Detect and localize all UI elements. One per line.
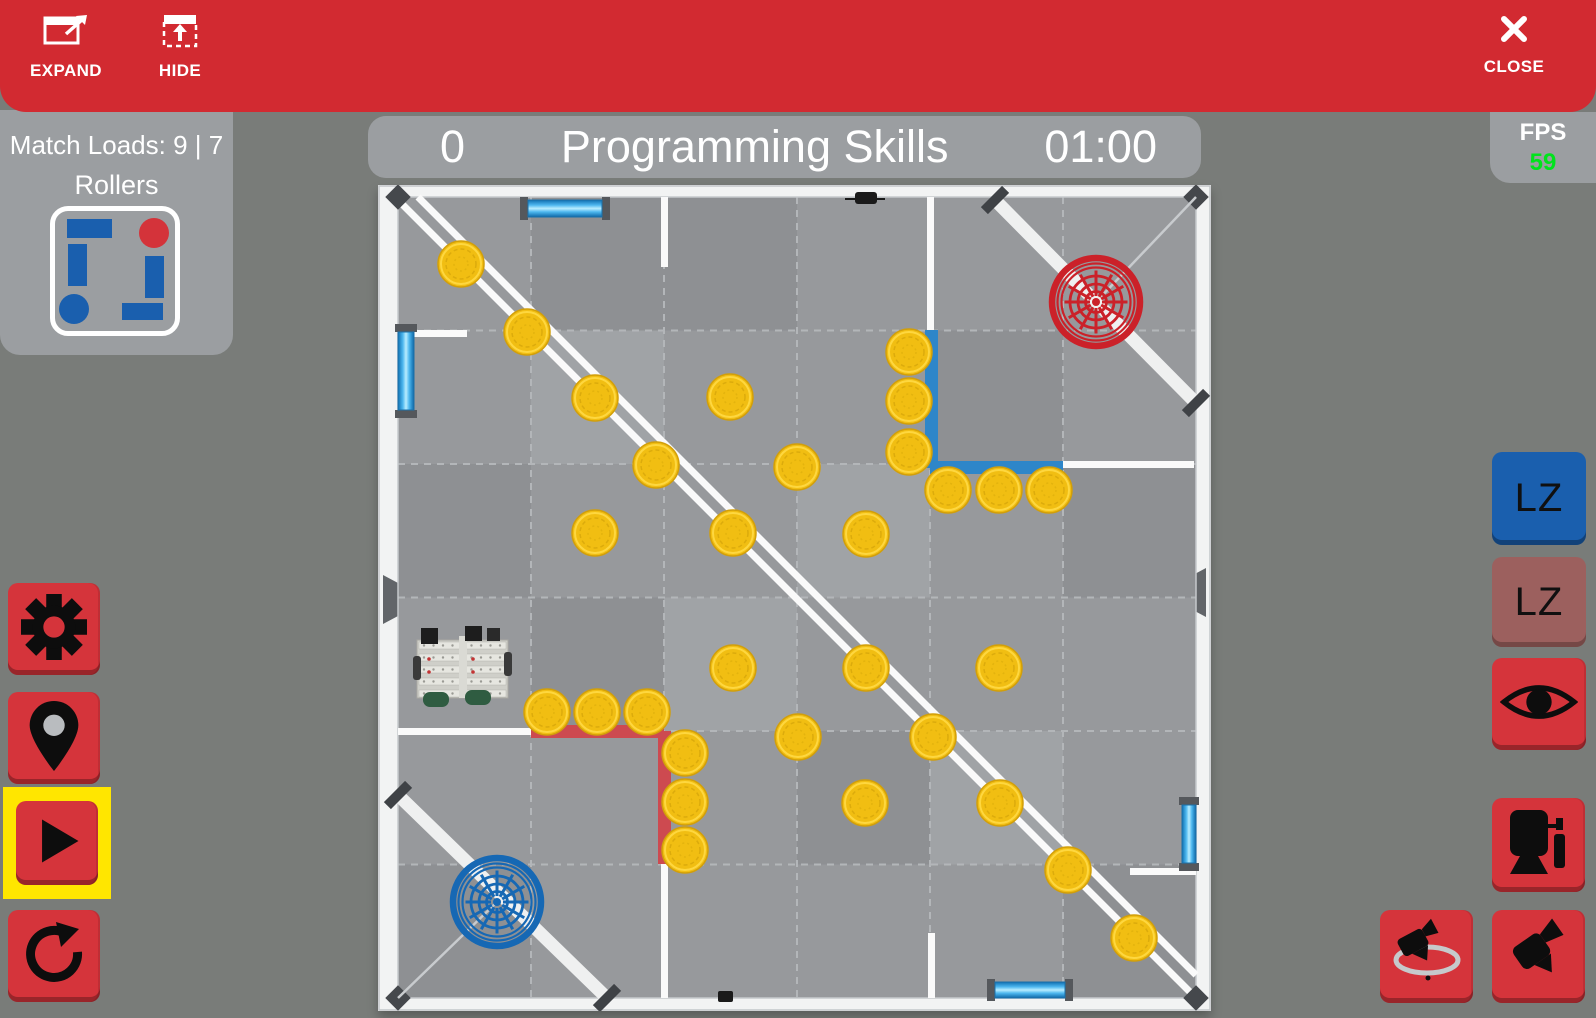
roller-status-bar bbox=[68, 244, 87, 286]
close-icon bbox=[1498, 13, 1530, 50]
expand-label: EXPAND bbox=[30, 61, 102, 80]
roller-status-bar bbox=[67, 219, 112, 238]
goal-status-dot bbox=[59, 294, 89, 324]
hide-button[interactable]: HIDE bbox=[140, 13, 220, 81]
reset-button[interactable] bbox=[8, 910, 100, 1002]
match-info-panel: Match Loads: 9 | 7 Rollers bbox=[0, 110, 233, 355]
play-button-highlight bbox=[3, 787, 111, 899]
fps-value: 59 bbox=[1529, 149, 1557, 176]
settings-button[interactable] bbox=[8, 583, 100, 675]
fps-panel: FPS 59 bbox=[1490, 112, 1596, 183]
roller-status-bar bbox=[145, 256, 164, 298]
expand-button[interactable]: EXPAND bbox=[24, 13, 108, 81]
hide-panel-icon bbox=[160, 13, 200, 54]
free-camera-button[interactable] bbox=[1492, 910, 1585, 1003]
reset-icon bbox=[22, 921, 86, 991]
rollers-label: Rollers bbox=[74, 170, 159, 200]
game-field-viewport[interactable] bbox=[378, 184, 1211, 1013]
visibility-button[interactable] bbox=[1492, 658, 1586, 750]
lz-blue-label: LZ bbox=[1514, 476, 1564, 520]
goal-status-dot bbox=[139, 218, 169, 248]
set-position-button[interactable] bbox=[8, 692, 100, 784]
screen-view-button[interactable] bbox=[1492, 798, 1585, 892]
match-title: Programming Skills bbox=[560, 121, 949, 172]
match-timer: 01:00 bbox=[1044, 121, 1157, 172]
match-loads-text: Match Loads: 9 | 7 bbox=[9, 130, 224, 160]
loading-zone-red-button[interactable]: LZ bbox=[1492, 557, 1586, 647]
fps-label: FPS bbox=[1519, 119, 1567, 146]
gear-icon bbox=[21, 593, 87, 665]
roller-status-bar bbox=[122, 303, 163, 320]
lz-red-label: LZ bbox=[1514, 579, 1564, 624]
roller-status-diagram bbox=[50, 206, 180, 336]
location-pin-icon bbox=[24, 699, 84, 778]
play-icon bbox=[29, 813, 85, 874]
camera-icon bbox=[1503, 918, 1575, 995]
top-toolbar: EXPAND HIDE CLOSE bbox=[0, 0, 1596, 112]
orbit-camera-button[interactable] bbox=[1380, 910, 1473, 1003]
play-button[interactable] bbox=[16, 801, 98, 885]
monitor-icon bbox=[1504, 808, 1574, 883]
orbit-camera-icon bbox=[1391, 918, 1463, 995]
score-value: 0 bbox=[440, 121, 466, 172]
hide-label: HIDE bbox=[158, 61, 202, 80]
loading-zone-blue-button[interactable]: LZ bbox=[1492, 452, 1586, 545]
eye-icon bbox=[1499, 678, 1579, 731]
close-label: CLOSE bbox=[1483, 57, 1545, 76]
match-hud-bar: 0 Programming Skills 01:00 bbox=[368, 116, 1201, 178]
expand-window-icon bbox=[43, 13, 89, 54]
close-button[interactable]: CLOSE bbox=[1472, 13, 1556, 77]
